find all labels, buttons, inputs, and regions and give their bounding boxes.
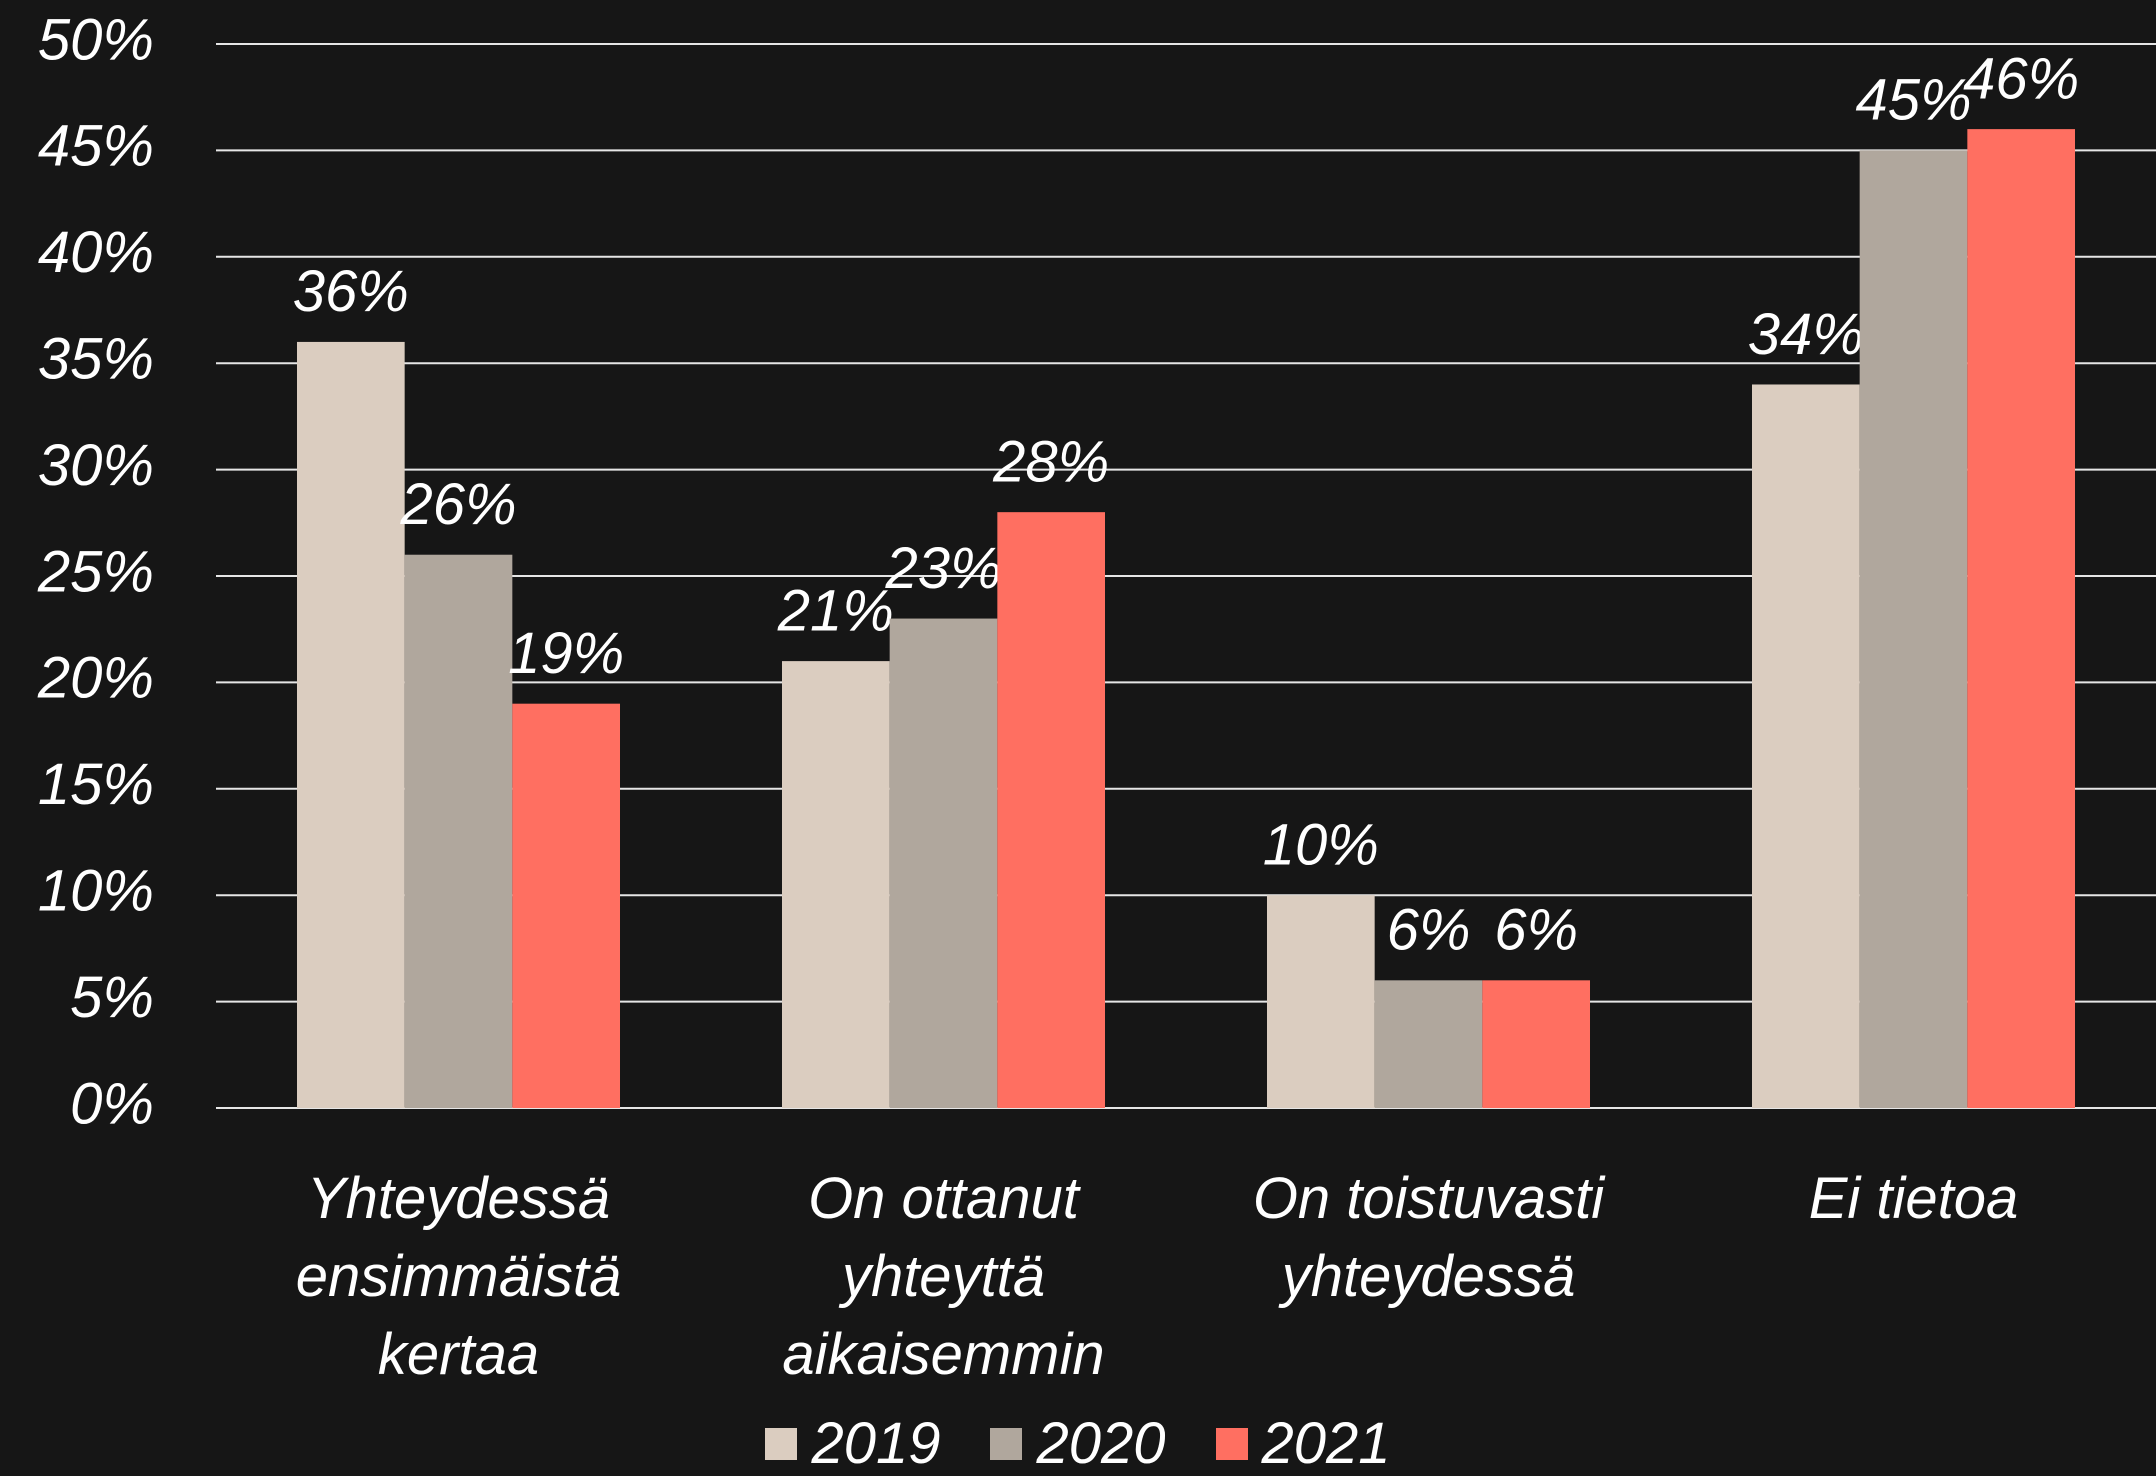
data-label: 6% (1387, 898, 1471, 963)
y-tick-label: 30% (38, 433, 154, 498)
legend-label: 2019 (811, 1411, 941, 1476)
x-tick-label: Yhteydessä ensimmäistä kertaa (295, 1166, 622, 1387)
y-tick-label: 40% (38, 220, 154, 285)
y-tick-label: 35% (38, 327, 154, 392)
y-tick-label: 0% (70, 1071, 154, 1136)
legend-item: 2019 (765, 1410, 940, 1476)
bar (296, 341, 405, 1108)
y-tick-label: 50% (38, 7, 154, 72)
x-tick-label: Ei tietoa (1808, 1166, 2019, 1231)
legend-label: 2021 (1261, 1411, 1391, 1476)
x-tick-label: On ottanut yhteyttä aikaisemmin (782, 1166, 1105, 1387)
legend-item: 2021 (1215, 1410, 1391, 1476)
bar (1482, 980, 1591, 1108)
bar (1374, 980, 1483, 1108)
data-label: 26% (399, 472, 516, 537)
legend-swatch (1215, 1427, 1248, 1460)
bar (997, 512, 1106, 1108)
data-label: 45% (1855, 68, 1971, 133)
bar (1859, 150, 1968, 1108)
y-tick-label: 20% (37, 646, 154, 711)
data-label: 28% (992, 429, 1109, 494)
y-tick-label: 5% (70, 965, 154, 1030)
bar (781, 661, 890, 1108)
bar (1751, 384, 1860, 1109)
legend-item: 2020 (990, 1410, 1166, 1476)
bar (404, 554, 513, 1108)
y-tick-label: 10% (38, 859, 154, 924)
legend-swatch (990, 1427, 1023, 1460)
bar (1266, 895, 1375, 1108)
bar (512, 703, 621, 1108)
data-label: 6% (1494, 898, 1578, 963)
bar (889, 618, 998, 1108)
data-label: 34% (1748, 302, 1864, 367)
x-tick-label: On toistuvasti yhteydessä (1252, 1166, 1605, 1309)
y-tick-label: 15% (38, 752, 154, 817)
legend-label: 2020 (1036, 1411, 1166, 1476)
y-tick-label: 45% (38, 114, 154, 179)
data-label: 19% (508, 621, 624, 686)
data-label: 10% (1263, 813, 1379, 878)
y-tick-label: 25% (37, 539, 154, 604)
data-label: 21% (777, 578, 894, 643)
bar (1967, 129, 2076, 1108)
data-label: 46% (1963, 46, 2079, 111)
data-label: 23% (884, 536, 1001, 601)
legend: 2019 2020 2021 (0, 1410, 2156, 1476)
legend-swatch (765, 1427, 798, 1460)
data-label: 36% (293, 259, 409, 324)
